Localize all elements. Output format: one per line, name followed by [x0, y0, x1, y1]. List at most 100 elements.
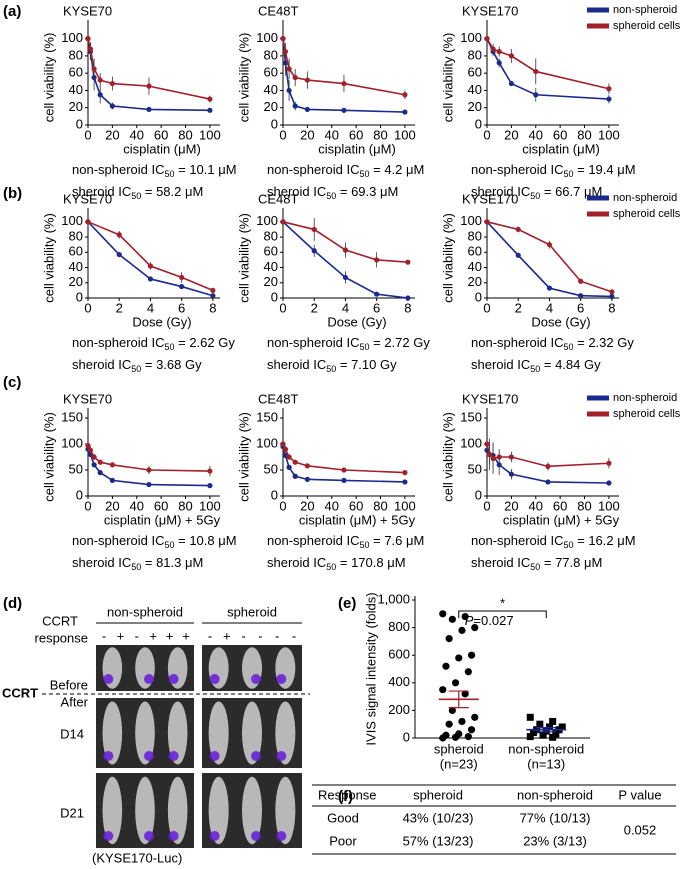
- x-tick-label: 80: [577, 127, 591, 142]
- point: [515, 226, 521, 233]
- note-subscript: 50: [530, 562, 540, 572]
- header-cell: Response: [318, 787, 377, 802]
- point: [342, 247, 349, 253]
- y-tick-label: 800: [388, 619, 410, 634]
- note-text: = 7.10 Gy: [336, 357, 397, 372]
- note-text: = 4.2 μM: [370, 162, 425, 177]
- x-axis-label: cisplatin (μM): [318, 141, 396, 156]
- signal: [209, 674, 220, 684]
- signal: [144, 831, 154, 841]
- point: [342, 274, 349, 281]
- point: [91, 66, 97, 72]
- y-tick-label: 60: [69, 244, 83, 259]
- y-tick-label: 40: [468, 259, 482, 274]
- ic50-note: sheroid IC50 = 3.68 Gy: [72, 357, 202, 374]
- chart-title: CE48T: [258, 191, 299, 206]
- point: [87, 46, 94, 52]
- x-tick-label: 0: [84, 127, 91, 142]
- y-tick-label: 600: [388, 647, 410, 662]
- note-text: sheroid IC: [471, 555, 530, 570]
- ic50-note: sheroid IC50 = 170.8 μM: [267, 555, 406, 572]
- note-text: = 10.8 μM: [175, 533, 237, 548]
- y-tick-label: 200: [388, 702, 410, 717]
- series-line: [282, 221, 408, 299]
- point: [97, 77, 103, 83]
- legend-label: non-spheroid cells: [613, 392, 680, 404]
- note-text: non-spheroid IC: [72, 533, 165, 548]
- point: [405, 295, 411, 301]
- x-tick-label: 60: [154, 498, 168, 513]
- p-annotation: P=0.027: [465, 613, 514, 628]
- note-text: sheroid IC: [72, 184, 131, 199]
- legend-label: spheroid cells: [613, 208, 680, 220]
- point: [545, 463, 551, 469]
- note-text: non-spheroid IC: [267, 335, 360, 350]
- point: [311, 248, 317, 254]
- legend-label: spheroid cells: [613, 20, 680, 32]
- chart-title: KYSE170: [462, 3, 518, 18]
- x-tick-label: 20: [105, 498, 119, 513]
- mouse: [208, 776, 229, 845]
- mouse: [275, 701, 296, 765]
- note-text: = 81.3 μM: [141, 555, 203, 570]
- y-tick-label: 20: [468, 99, 482, 114]
- x-tick-label: 20: [105, 127, 119, 142]
- note-text: non-spheroid IC: [267, 533, 360, 548]
- y-axis-label: cell viability (%): [41, 412, 56, 502]
- x-tick-label: 100: [199, 127, 221, 142]
- point: [85, 219, 91, 225]
- y-tick-label: 1,000: [377, 591, 410, 606]
- note-text: non-spheroid IC: [72, 162, 165, 177]
- point: [286, 464, 292, 470]
- y-tick-label: 40: [468, 82, 482, 97]
- response-sign: +: [166, 628, 174, 643]
- ic50-note: non-spheroid IC50 = 16.2 μM: [471, 533, 636, 550]
- response-sign: -: [135, 628, 139, 643]
- point: [546, 285, 553, 291]
- point: [490, 455, 496, 462]
- group-label: non-spheroid: [107, 604, 183, 619]
- y-tick-label: 100: [256, 213, 278, 228]
- y-tick-label: 60: [468, 65, 482, 80]
- point: [549, 717, 557, 725]
- panel-label: (a): [3, 3, 21, 20]
- group-label: spheroid: [227, 604, 277, 619]
- point: [490, 46, 496, 52]
- point: [448, 706, 456, 715]
- note-subscript: 50: [530, 191, 540, 201]
- note-text: = 2.72 Gy: [370, 335, 431, 350]
- note-text: non-spheroid IC: [471, 335, 564, 350]
- x-axis-label: cisplatin (μM): [123, 141, 201, 156]
- point: [179, 283, 185, 290]
- point: [496, 48, 502, 55]
- point: [451, 679, 460, 687]
- ic50-note: sheroid IC50 = 66.7 μM: [471, 184, 602, 201]
- x-tick-label: 60: [349, 127, 363, 142]
- point: [304, 476, 310, 482]
- ic50-note: non-spheroid IC50 = 10.8 μM: [72, 533, 237, 550]
- point: [405, 259, 411, 265]
- y-tick-label: 80: [468, 47, 482, 62]
- point: [606, 96, 612, 102]
- panel-label: (e): [338, 595, 356, 612]
- note-subscript: 50: [131, 562, 141, 572]
- x-tick-label: 100: [394, 498, 416, 513]
- note-subscript: 50: [530, 364, 540, 374]
- point: [529, 728, 537, 736]
- x-tick-label: 20: [300, 498, 314, 513]
- legend-label: spheroid cells: [613, 408, 680, 420]
- header-cell: P value: [618, 787, 661, 802]
- point: [526, 733, 534, 741]
- x-tick-label: 20: [504, 127, 518, 142]
- point: [445, 720, 453, 728]
- signal: [144, 674, 154, 684]
- x-tick-label: 40: [529, 498, 543, 513]
- x-tick-label: 100: [199, 498, 221, 513]
- chart-title: KYSE170: [462, 191, 518, 206]
- point: [292, 459, 298, 465]
- x-axis-label: cisplatin (μM) + 5Gy: [299, 512, 416, 527]
- point: [85, 36, 91, 42]
- y-tick-label: 100: [61, 435, 83, 450]
- series-line: [87, 221, 214, 297]
- significance-star: *: [500, 595, 505, 610]
